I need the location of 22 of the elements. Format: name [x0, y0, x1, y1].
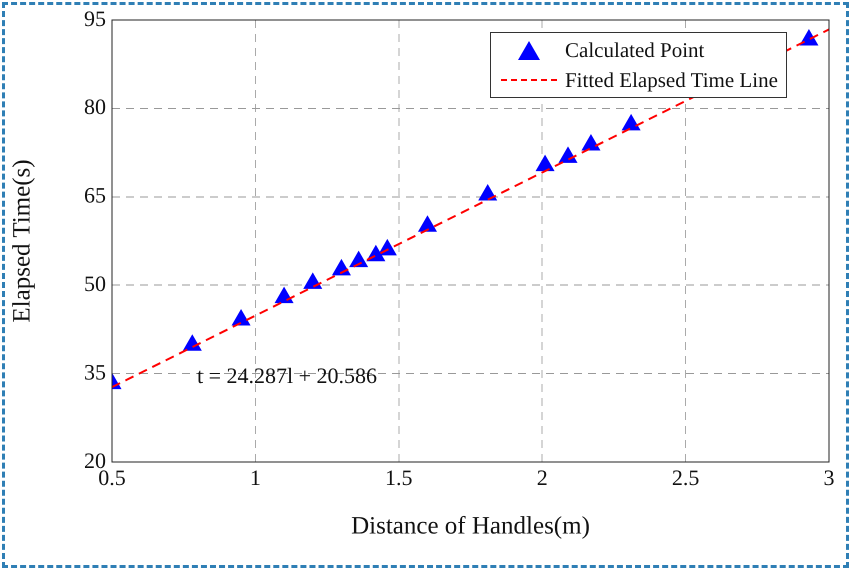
y-tick-label: 80	[84, 94, 106, 120]
y-tick-label: 95	[84, 6, 106, 31]
point	[304, 272, 322, 289]
legend-label: Calculated Point	[565, 38, 704, 62]
y-tick-label: 35	[84, 359, 106, 384]
point	[582, 134, 600, 150]
point	[274, 287, 294, 304]
y-tick-label: 50	[84, 270, 106, 296]
y-tick-label: 65	[84, 182, 106, 208]
point	[536, 155, 554, 172]
legend-label: Fitted Elapsed Time Line	[565, 68, 778, 92]
point	[232, 309, 250, 326]
x-tick-label: 2	[536, 464, 548, 490]
y-axis-title: Elapsed Time(s)	[8, 159, 36, 323]
point	[622, 114, 640, 130]
x-tick-label: 1	[250, 464, 261, 490]
x-tick-label: 2.5	[672, 464, 700, 490]
point	[418, 216, 437, 232]
x-tick-label: 1.5	[385, 464, 413, 490]
x-axis-title: Distance of Handles(m)	[351, 512, 590, 540]
annotation: t = 24.287l + 20.586	[197, 363, 378, 389]
x-tick-label: 3	[824, 464, 834, 490]
